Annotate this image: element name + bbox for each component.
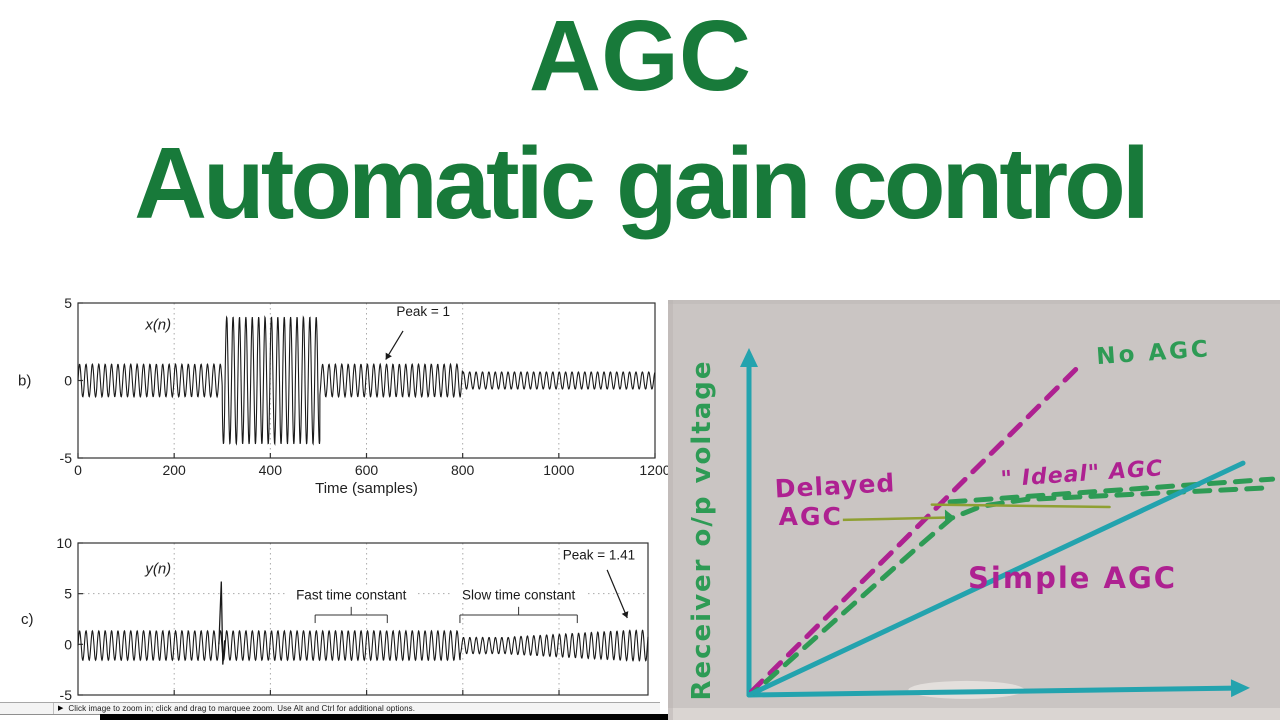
x-tick-label: 1000 bbox=[543, 462, 574, 478]
annotation-arrow bbox=[606, 569, 628, 619]
x-tick-label: 0 bbox=[74, 462, 82, 478]
x-tick-label: 200 bbox=[162, 462, 186, 478]
signal-spike bbox=[218, 581, 226, 665]
y-tick-label: 5 bbox=[64, 295, 72, 311]
curve-ideal-hint bbox=[930, 503, 1111, 509]
bottom-black-bar bbox=[100, 714, 668, 720]
y-tick-label: 0 bbox=[64, 636, 72, 652]
x-tick-label: 800 bbox=[451, 462, 475, 478]
annotation-text: Slow time constant bbox=[462, 588, 576, 603]
y-tick-label: -5 bbox=[60, 687, 73, 702]
annotation-arrowhead bbox=[385, 352, 392, 360]
y-axis-head bbox=[740, 348, 758, 367]
curve-ideal-agc bbox=[947, 476, 1276, 505]
board-top-edge bbox=[668, 300, 1280, 304]
delayed-agc-pointer-line bbox=[842, 516, 950, 522]
plot-area bbox=[78, 543, 648, 695]
play-icon[interactable]: ▶ bbox=[58, 705, 64, 712]
board-label-delayed: Delayed bbox=[774, 468, 896, 503]
board-ylabel: Receiver o/p voltage bbox=[687, 359, 717, 700]
annotation-text: Fast time constant bbox=[296, 588, 407, 603]
board-label-simple-agc: Simple AGC bbox=[968, 561, 1177, 595]
y-tick-label: 0 bbox=[64, 373, 72, 389]
annotation-text: Peak = 1 bbox=[396, 304, 450, 319]
board-bottom-edge bbox=[668, 708, 1280, 720]
curve-no-agc bbox=[749, 362, 1083, 695]
x-tick-label: 600 bbox=[355, 462, 379, 478]
curve-simple-agc bbox=[746, 460, 1246, 698]
annotation-text-bg bbox=[285, 587, 418, 603]
series-label: x(n) bbox=[144, 316, 171, 333]
panel-label: c) bbox=[21, 611, 34, 628]
toolbar-left-pane bbox=[0, 703, 54, 714]
plot-yn: 10 5 0 -5 c) y(n) Peak = 1.41 Fast time constan… bbox=[21, 535, 649, 702]
annotation-text-bg bbox=[452, 587, 585, 603]
annotation-arrowhead bbox=[621, 611, 629, 618]
signal-trace bbox=[77, 315, 656, 446]
board-label-agc: AGC bbox=[779, 502, 843, 531]
title-full: Automatic gain control bbox=[134, 128, 1150, 240]
x-tick-label: 1200 bbox=[639, 462, 668, 478]
axes-box bbox=[77, 542, 649, 696]
y-tick-label: 10 bbox=[56, 535, 72, 551]
y-tick-label: 5 bbox=[64, 586, 72, 602]
title-acronym: AGC bbox=[528, 0, 752, 112]
curve-delayed-agc bbox=[750, 485, 1276, 696]
x-axis bbox=[746, 685, 1246, 698]
x-tick-label: 400 bbox=[259, 462, 283, 478]
y-tick-label: -5 bbox=[60, 450, 73, 466]
signal-trace bbox=[77, 629, 649, 662]
board-left-edge bbox=[668, 300, 673, 720]
x-axis-head bbox=[1230, 679, 1250, 698]
x-axis-label: Time (samples) bbox=[315, 480, 418, 497]
annotation-text: Peak = 1.41 bbox=[563, 548, 635, 563]
panel-label: b) bbox=[18, 373, 31, 390]
delayed-agc-pointer-head bbox=[944, 509, 956, 526]
series-label: y(n) bbox=[144, 560, 171, 577]
zoom-hint-text: Click image to zoom in; click and drag t… bbox=[68, 704, 416, 713]
